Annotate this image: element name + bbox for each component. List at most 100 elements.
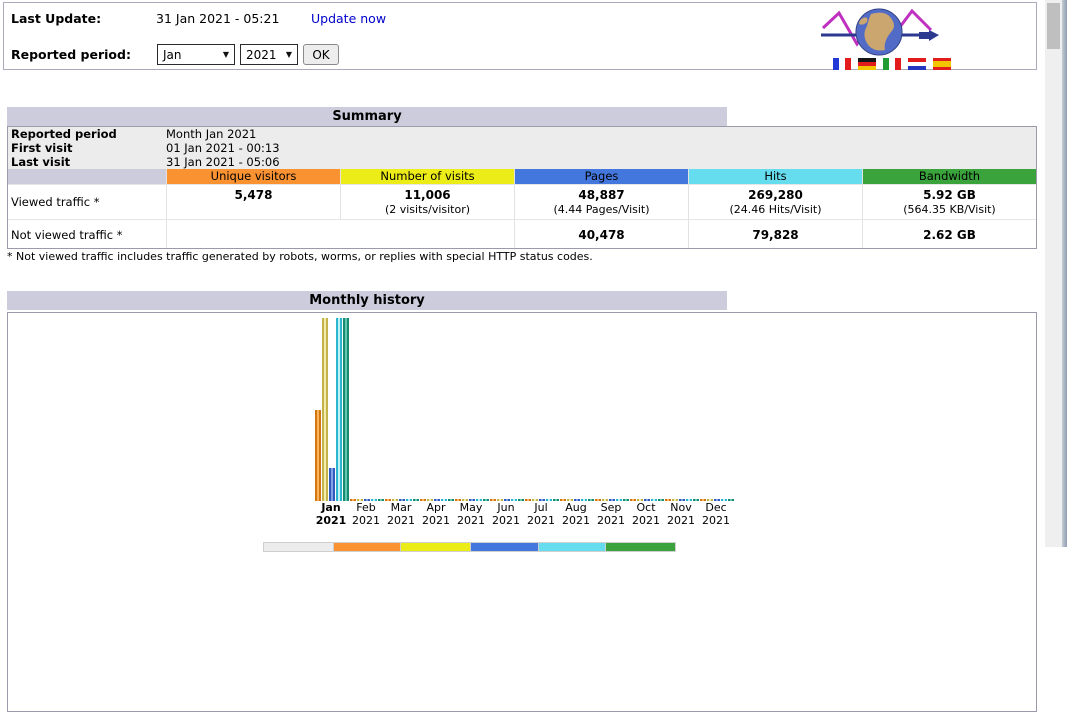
bar-pages [399, 499, 405, 501]
month-slot-oct: Oct 2021 [629, 315, 664, 527]
month-slot-mar: Mar 2021 [384, 315, 419, 527]
viewed-unique-value: 5,478 [234, 188, 273, 202]
bar-number-of-visits [322, 318, 328, 501]
bar-pages [574, 499, 580, 501]
last-visit-row-value: 31 Jan 2021 - 05:06 [166, 155, 280, 169]
month-slot-dec: Dec 2021 [699, 315, 734, 527]
bar-hits [476, 499, 482, 501]
month-slot-jun: Jun 2021 [489, 315, 524, 527]
bar-bandwidth-gb- [588, 499, 594, 501]
year-select[interactable]: 2021 ▼ [240, 44, 298, 65]
bar-unique-visitors [560, 499, 566, 501]
flag-germany-icon[interactable] [858, 58, 876, 70]
viewed-traffic-label: Viewed traffic * [11, 195, 100, 209]
not-viewed-traffic-label: Not viewed traffic * [11, 228, 123, 242]
month-slot-nov: Nov 2021 [664, 315, 699, 527]
viewed-hits-sub: (24.46 Hits/Visit) [729, 203, 822, 216]
month-label: Jun 2021 [492, 501, 520, 527]
vertical-scrollbar-track[interactable] [1045, 0, 1062, 547]
first-visit-row-label: First visit [11, 141, 73, 155]
bar-bandwidth-gb- [553, 499, 559, 501]
summary-header-row: Unique visitors Number of visits Pages H… [8, 169, 1036, 184]
summary-table: Reported period Month Jan 2021 First vis… [7, 126, 1037, 249]
month-label: May 2021 [457, 501, 485, 527]
bar-unique-visitors [385, 499, 391, 501]
bar-hits [721, 499, 727, 501]
flag-spain-icon[interactable] [933, 58, 951, 70]
flag-france-icon[interactable] [833, 58, 851, 70]
header-panel: Last Update: 31 Jan 2021 - 05:21 Update … [3, 2, 1037, 70]
month-slot-apr: Apr 2021 [419, 315, 454, 527]
bar-unique-visitors [455, 499, 461, 501]
bar-pages [539, 499, 545, 501]
viewed-pages-value: 48,887 [578, 188, 625, 202]
month-label: Sep 2021 [597, 501, 625, 527]
bar-hits [371, 499, 377, 501]
bar-hits [406, 499, 412, 501]
not-viewed-bandwidth-value: 2.62 GB [862, 220, 1036, 248]
window-edge [1062, 0, 1067, 547]
bar-unique-visitors [350, 499, 356, 501]
bar-group [560, 317, 594, 501]
month-label: Apr 2021 [422, 501, 450, 527]
bar-group [525, 317, 559, 501]
monthly-table-header-strip [263, 542, 676, 552]
summary-info-row: First visit 01 Jan 2021 - 00:13 [8, 141, 1036, 155]
hits-header: Hits [688, 169, 862, 184]
bar-group [595, 317, 629, 501]
bar-unique-visitors [490, 499, 496, 501]
bar-bandwidth-gb- [413, 499, 419, 501]
monthly-table-col-number-of-visits [401, 542, 471, 552]
update-now-link[interactable]: Update now [311, 11, 387, 26]
viewed-hits-value: 269,280 [748, 188, 803, 202]
chevron-down-icon: ▼ [285, 50, 292, 59]
viewed-visits-sub: (2 visits/visitor) [384, 203, 471, 216]
bar-number-of-visits [497, 499, 503, 501]
not-viewed-hits-value: 79,828 [688, 220, 862, 248]
bar-bandwidth-gb- [623, 499, 629, 501]
bandwidth-header: Bandwidth [862, 169, 1036, 184]
month-select[interactable]: Jan ▼ [157, 44, 235, 65]
flag-netherlands-icon[interactable] [908, 58, 926, 70]
bar-group [665, 317, 699, 501]
bar-hits [441, 499, 447, 501]
first-visit-row-value: 01 Jan 2021 - 00:13 [166, 141, 280, 155]
month-slot-may: May 2021 [454, 315, 489, 527]
bar-pages [504, 499, 510, 501]
bar-bandwidth-gb- [693, 499, 699, 501]
month-label: Oct 2021 [632, 501, 660, 527]
bar-number-of-visits [462, 499, 468, 501]
monthly-table-col-bandwidth [606, 542, 676, 552]
pages-header: Pages [514, 169, 688, 184]
bar-number-of-visits [602, 499, 608, 501]
viewed-traffic-row: Viewed traffic * 5,478 11,006 (2 visits/… [8, 184, 1036, 219]
flag-italy-icon[interactable] [883, 58, 901, 70]
month-label: Jan 2021 [315, 501, 347, 527]
reported-period-row-value: Month Jan 2021 [166, 127, 257, 141]
bar-pages [609, 499, 615, 501]
bar-bandwidth-gb- [658, 499, 664, 501]
bar-unique-visitors [595, 499, 601, 501]
bar-bandwidth-gb- [343, 318, 349, 501]
month-slot-aug: Aug 2021 [559, 315, 594, 527]
bar-pages [434, 499, 440, 501]
vertical-scrollbar-thumb[interactable] [1047, 3, 1060, 49]
bar-bandwidth-gb- [483, 499, 489, 501]
bar-pages [714, 499, 720, 501]
bar-group [350, 317, 384, 501]
ok-button[interactable]: OK [303, 44, 339, 65]
bar-unique-visitors [315, 410, 321, 501]
bar-group [700, 317, 734, 501]
metric-header-blank [8, 169, 166, 184]
chevron-down-icon: ▼ [222, 50, 229, 59]
chart-plot-area: Jan 2021 Feb 2021 Mar 2021 Apr 2021 May 2021 Jun 20… [314, 315, 738, 545]
language-flags [833, 58, 951, 70]
bar-hits [546, 499, 552, 501]
bar-number-of-visits [532, 499, 538, 501]
number-of-visits-header: Number of visits [340, 169, 514, 184]
bar-bandwidth-gb- [448, 499, 454, 501]
summary-info-row: Last visit 31 Jan 2021 - 05:06 [8, 155, 1036, 169]
bar-hits [511, 499, 517, 501]
monthly-table-col-hits [539, 542, 606, 552]
bar-hits [336, 318, 342, 501]
